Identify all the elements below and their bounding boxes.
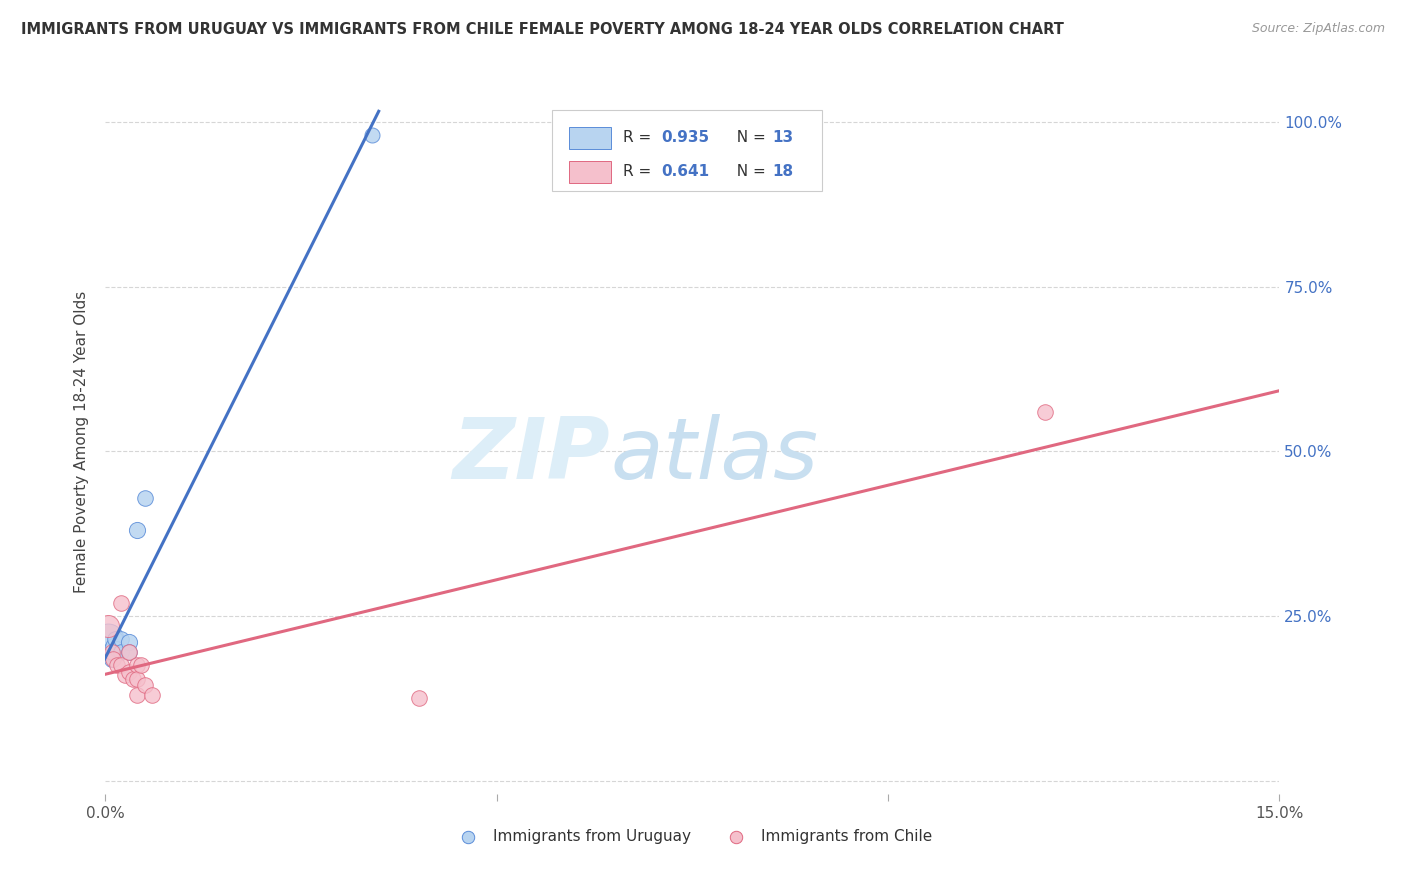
Point [97, 632, 120, 646]
Text: R =: R = [623, 164, 657, 179]
Legend: Immigrants from Uruguay, Immigrants from Chile: Immigrants from Uruguay, Immigrants from… [447, 822, 938, 850]
Point [125, 672, 148, 686]
Point [110, 596, 132, 610]
Y-axis label: Female Poverty Among 18-24 Year Olds: Female Poverty Among 18-24 Year Olds [75, 291, 90, 592]
Point [125, 658, 148, 673]
Point [105, 658, 128, 673]
Text: 13: 13 [772, 130, 793, 145]
Point [121, 672, 143, 686]
Point [114, 668, 136, 682]
Point [110, 632, 132, 646]
Text: 0.641: 0.641 [661, 164, 709, 179]
Point [110, 658, 132, 673]
FancyBboxPatch shape [569, 128, 612, 149]
Point [98, 645, 121, 659]
Text: IMMIGRANTS FROM URUGUAY VS IMMIGRANTS FROM CHILE FEMALE POVERTY AMONG 18-24 YEAR: IMMIGRANTS FROM URUGUAY VS IMMIGRANTS FR… [21, 22, 1064, 37]
Point [360, 128, 382, 143]
Text: N =: N = [727, 164, 770, 179]
FancyBboxPatch shape [551, 111, 821, 192]
Point [134, 678, 156, 692]
Point [129, 658, 152, 673]
Point [141, 688, 163, 702]
Point [104, 632, 127, 646]
Point [118, 665, 141, 679]
Point [97, 619, 120, 633]
Point [105, 642, 128, 657]
Text: atlas: atlas [610, 414, 818, 497]
Text: 18: 18 [772, 164, 793, 179]
FancyBboxPatch shape [569, 161, 612, 183]
Point [125, 688, 148, 702]
Text: Source: ZipAtlas.com: Source: ZipAtlas.com [1251, 22, 1385, 36]
Text: ZIP: ZIP [453, 414, 610, 497]
Point [118, 645, 141, 659]
Point [110, 645, 132, 659]
Point [118, 645, 141, 659]
Point [125, 524, 148, 538]
Point [100, 645, 122, 659]
Text: 0.935: 0.935 [661, 130, 709, 145]
Point [103, 652, 125, 666]
Point [1033, 405, 1056, 419]
Point [408, 691, 430, 706]
Point [103, 639, 125, 653]
Text: N =: N = [727, 130, 770, 145]
Point [134, 491, 156, 505]
Text: R =: R = [623, 130, 657, 145]
Point [118, 635, 141, 649]
Point [100, 652, 122, 666]
